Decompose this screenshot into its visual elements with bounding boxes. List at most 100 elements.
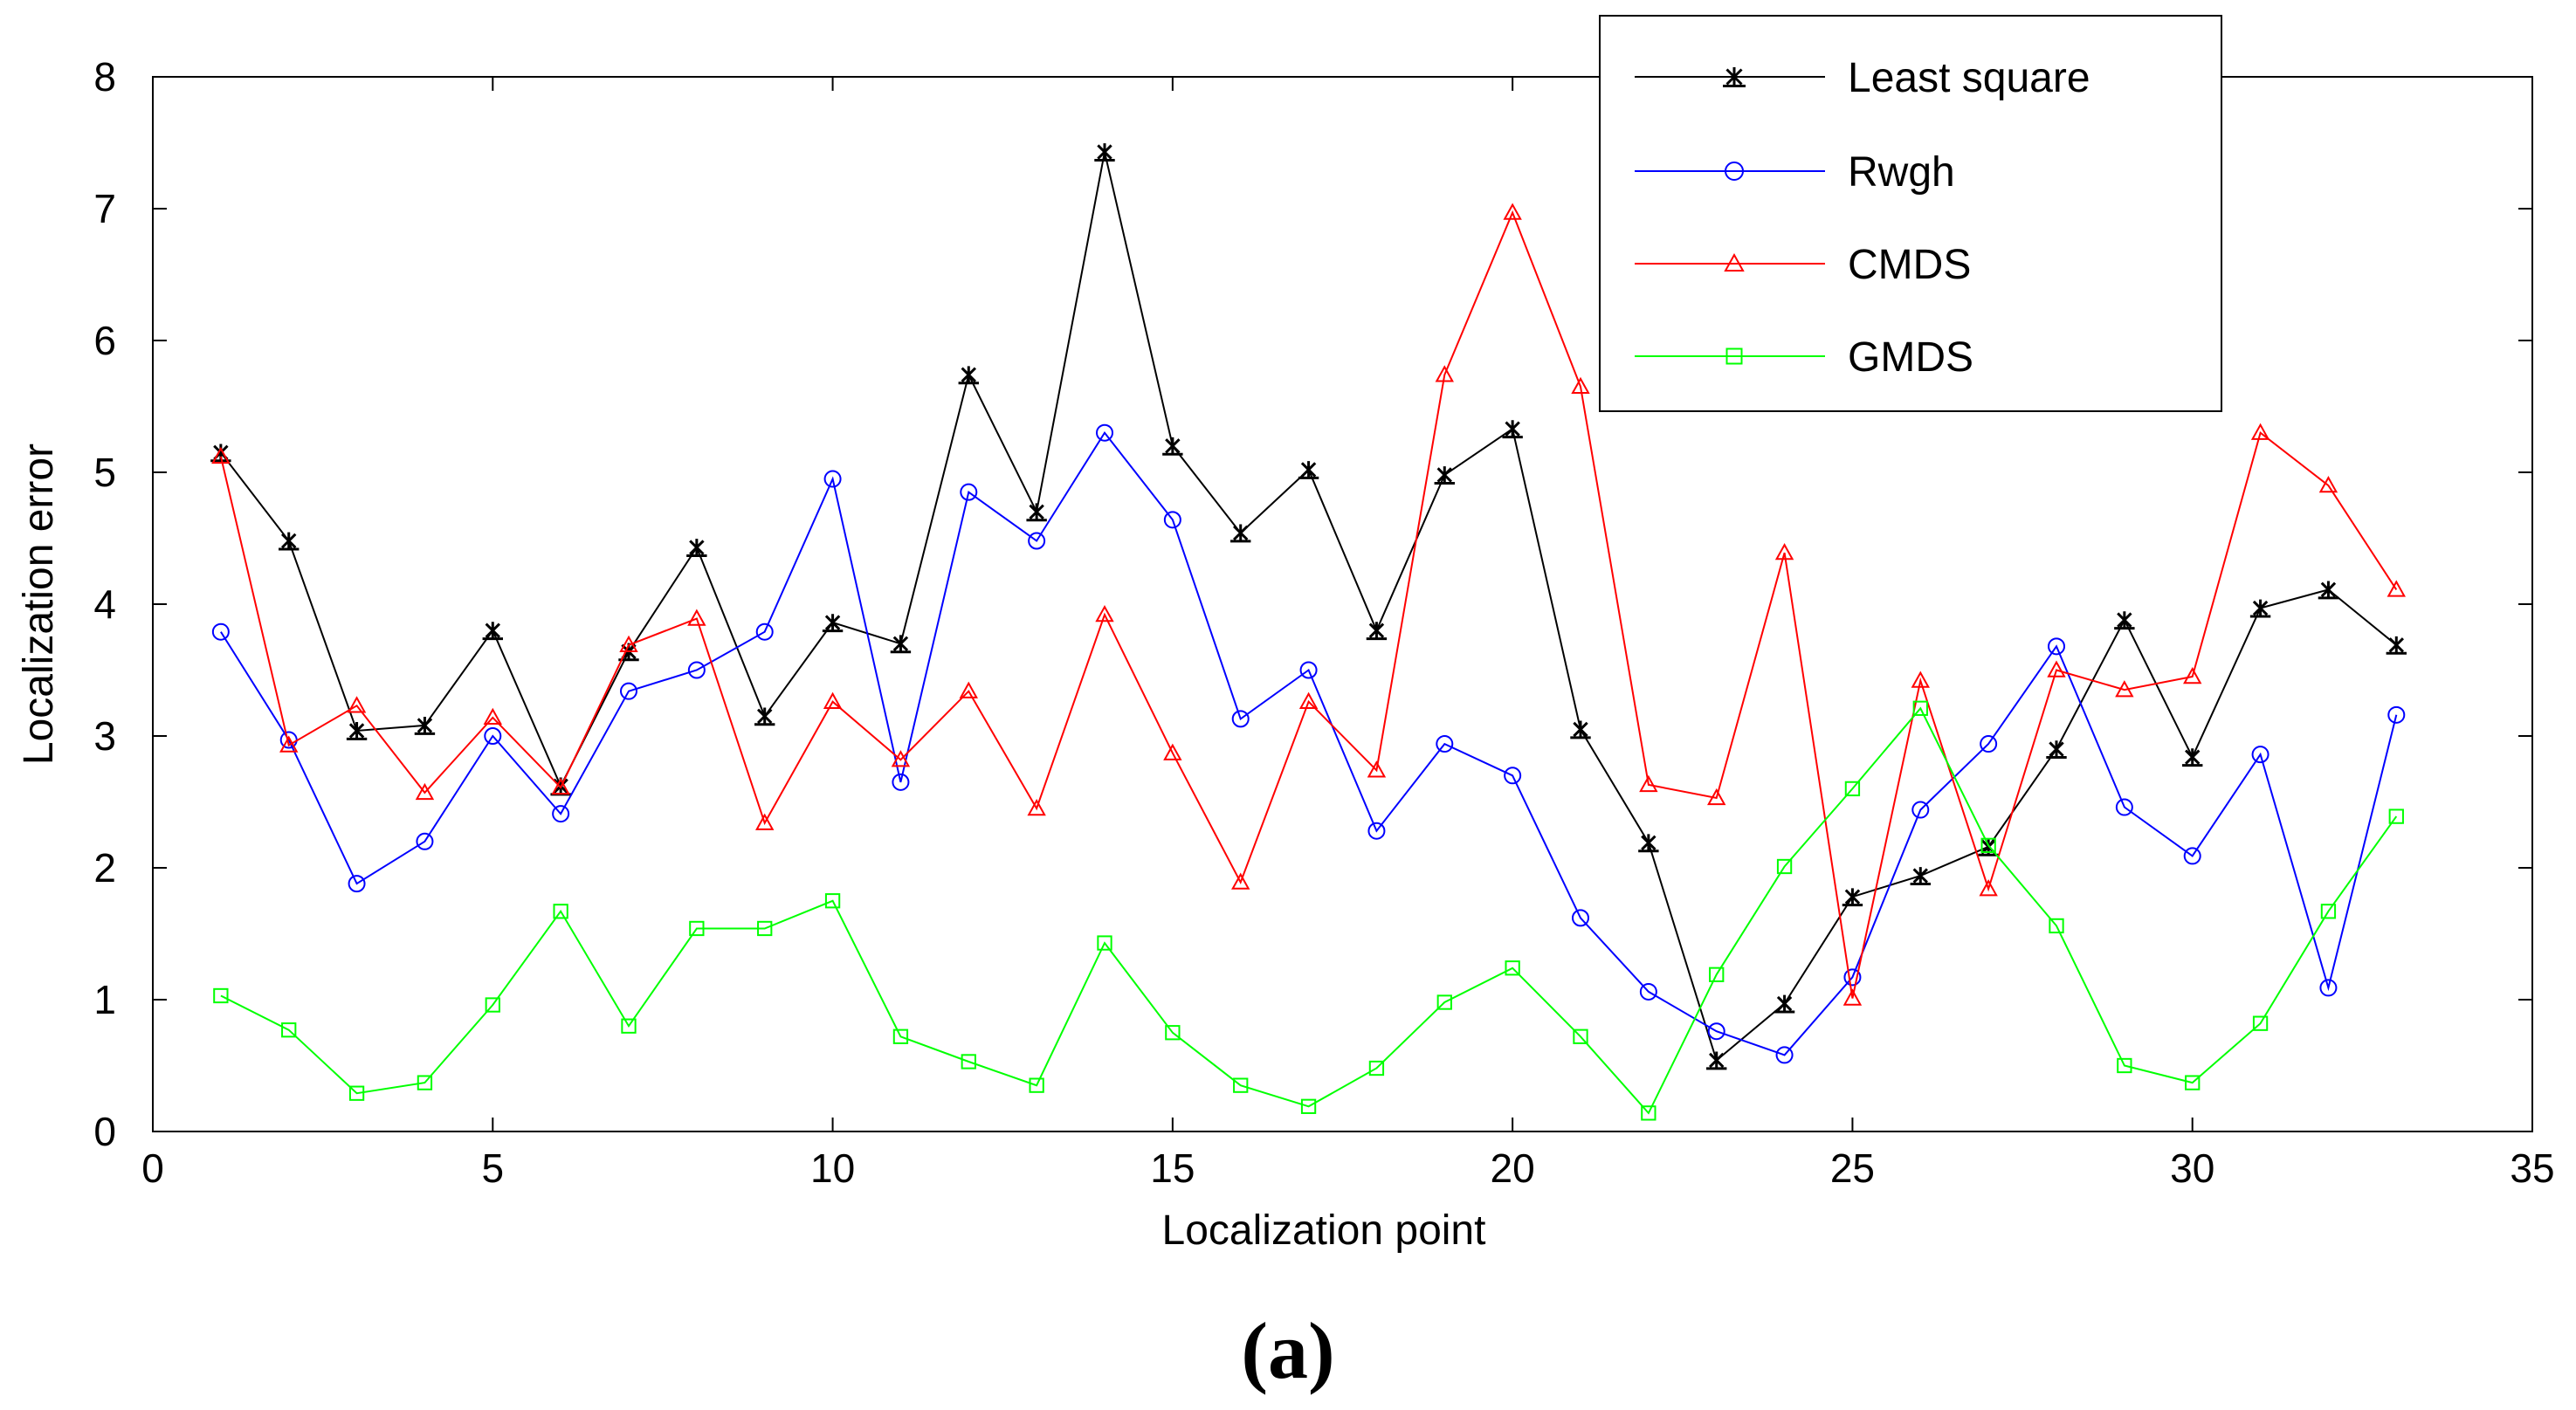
asterisk-marker	[482, 622, 503, 641]
triangle-marker	[823, 691, 843, 709]
square-marker	[2117, 1057, 2132, 1074]
y-tick-label: 8	[93, 54, 116, 100]
circle-marker	[2048, 637, 2065, 656]
square-marker	[348, 1085, 365, 1101]
x-tick-label: 0	[141, 1145, 164, 1191]
triangle-marker	[415, 782, 435, 801]
asterisk-marker	[414, 717, 436, 735]
series-layer	[210, 143, 2407, 1121]
circle-marker	[620, 682, 637, 700]
legend: Least square Rwgh CMDS GMDS	[1599, 15, 2222, 412]
square-marker	[1165, 1025, 1181, 1041]
square-marker	[1300, 1098, 1317, 1114]
triangle-marker	[279, 735, 299, 753]
square-marker	[1912, 700, 1928, 716]
triangle-marker	[551, 777, 570, 795]
triangle-marker	[1842, 988, 1863, 1006]
asterisk-marker	[1638, 834, 1659, 853]
square-marker	[1573, 1028, 1588, 1044]
asterisk-marker	[2114, 611, 2135, 630]
triangle-marker	[1503, 203, 1522, 220]
square-marker	[1725, 347, 1743, 365]
circle-marker	[823, 470, 842, 488]
triangle-marker	[1367, 760, 1387, 778]
series-cmds	[211, 203, 2406, 1006]
square-marker	[1980, 837, 1996, 853]
triangle-marker	[1163, 743, 1182, 760]
x-tick-label: 5	[481, 1145, 504, 1191]
asterisk-marker	[686, 539, 707, 558]
series-rwgh	[211, 423, 2406, 1064]
asterisk-marker	[1298, 461, 1319, 479]
asterisk-marker	[2046, 740, 2067, 760]
circle-marker	[1436, 735, 1454, 753]
y-tick-label: 5	[93, 450, 116, 495]
circle-marker	[484, 727, 502, 745]
asterisk-marker	[2318, 581, 2339, 600]
triangle-marker	[1435, 365, 1454, 382]
circle-marker	[2115, 798, 2133, 816]
legend-label: Rwgh	[1848, 149, 1955, 196]
y-axis-title: Localization error	[16, 444, 62, 765]
triangle-marker	[1571, 376, 1590, 395]
circle-marker	[687, 661, 706, 679]
series-gmds	[213, 700, 2404, 1121]
asterisk-marker	[210, 444, 231, 463]
legend-label: CMDS	[1848, 242, 1971, 288]
legend-item: GMDS	[1635, 334, 1973, 381]
triangle-marker	[2318, 476, 2338, 493]
series-line	[219, 210, 2398, 999]
y-tick-label: 6	[93, 318, 116, 363]
asterisk-marker	[1910, 867, 1931, 886]
triangle-marker	[755, 813, 775, 830]
asterisk-marker	[2182, 748, 2203, 767]
x-axis-title: Localization point	[1162, 1207, 1486, 1254]
triangle-marker	[1298, 691, 1319, 709]
triangle-marker	[2387, 580, 2406, 597]
x-tick-label: 35	[2510, 1145, 2554, 1191]
asterisk-marker	[1706, 1051, 1727, 1070]
asterisk-marker	[1094, 143, 1115, 162]
triangle-marker	[687, 609, 706, 626]
asterisk-marker	[279, 532, 300, 551]
triangle-marker	[2047, 660, 2066, 677]
triangle-marker	[959, 681, 978, 698]
y-tick-label: 1	[93, 977, 116, 1022]
circle-marker	[1028, 532, 1046, 550]
square-marker	[2320, 904, 2337, 919]
asterisk-marker	[1502, 420, 1523, 439]
triangle-marker	[2115, 680, 2134, 698]
triangle-marker	[1639, 774, 1658, 793]
square-marker	[1097, 935, 1112, 951]
circle-marker	[1911, 801, 1930, 819]
triangle-marker	[347, 696, 367, 713]
x-tick-label: 25	[1830, 1145, 1875, 1191]
circle-marker	[552, 805, 570, 823]
square-marker	[824, 893, 841, 909]
square-marker	[1505, 960, 1520, 976]
circle-marker	[1843, 968, 1862, 987]
square-marker	[553, 904, 568, 919]
triangle-marker	[1724, 252, 1745, 272]
asterisk-marker	[346, 722, 368, 740]
series-line	[220, 706, 2398, 1115]
triangle-marker	[2250, 423, 2270, 440]
square-marker	[1641, 1105, 1656, 1121]
y-tick-label: 2	[93, 845, 116, 891]
x-tick-label: 20	[1491, 1145, 1535, 1191]
series-line	[220, 430, 2398, 1056]
square-marker	[1233, 1077, 1249, 1093]
triangle-marker	[619, 635, 638, 653]
square-marker	[2252, 1015, 2269, 1031]
circle-marker	[2251, 746, 2269, 764]
square-marker	[213, 987, 229, 1004]
asterisk-marker	[1026, 503, 1047, 522]
circle-marker	[2183, 847, 2201, 865]
asterisk-marker	[2386, 636, 2407, 655]
square-marker	[417, 1075, 433, 1090]
figure-caption: (a)	[1241, 1306, 1334, 1395]
triangle-marker	[1231, 872, 1250, 890]
circle-marker	[1775, 1046, 1794, 1064]
tick-labels: 0 5 10 15 20 25 30 35 0 1 2 3 4 5 6 7 8	[93, 54, 2554, 1191]
